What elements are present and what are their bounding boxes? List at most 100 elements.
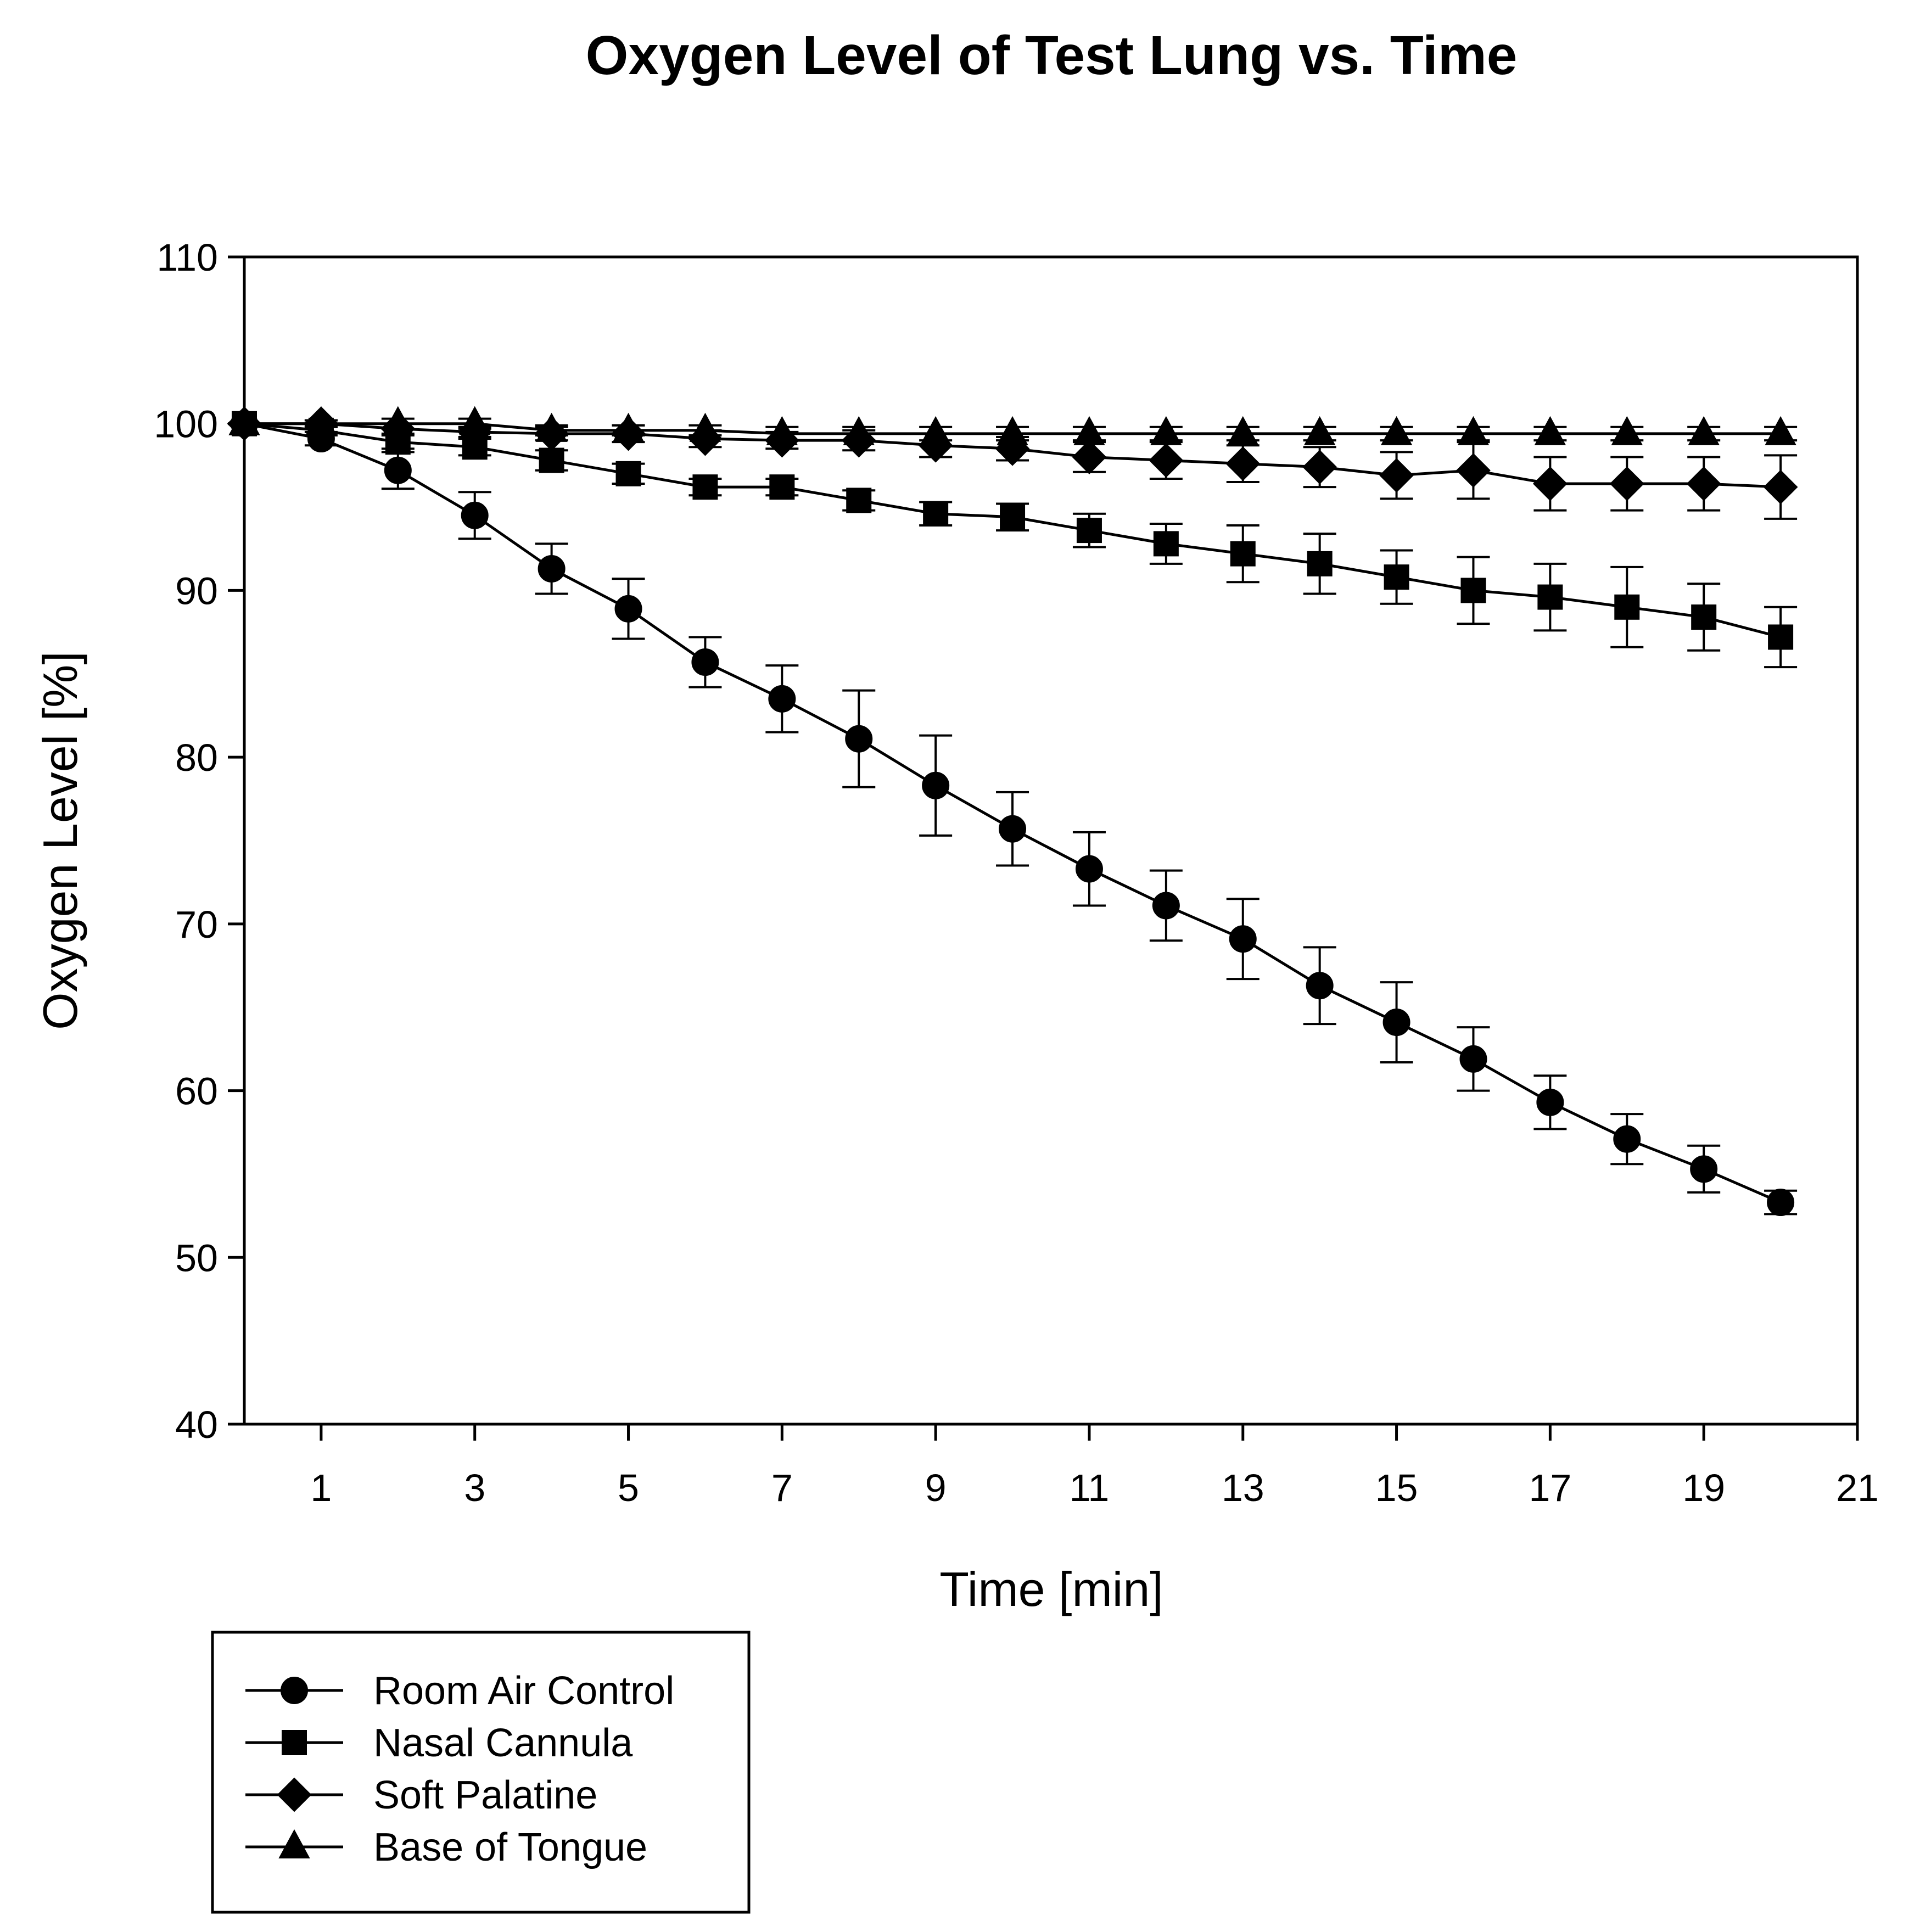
data-point	[231, 410, 258, 438]
data-point	[1457, 416, 1490, 445]
x-tick-label: 5	[618, 1466, 639, 1509]
data-point	[1611, 416, 1643, 445]
legend-marker	[281, 1677, 308, 1704]
plot-border	[243, 255, 1859, 1426]
data-point	[1765, 416, 1796, 445]
legend-item: Base of Tongue	[245, 1825, 647, 1869]
legend-item: Soft Palatine	[245, 1773, 597, 1817]
y-tick-label: 70	[175, 903, 218, 946]
data-point	[384, 456, 412, 484]
legend-label: Nasal Cannula	[373, 1721, 633, 1765]
series-soft-palatine	[227, 406, 1798, 520]
x-tick-label: 1	[310, 1466, 332, 1509]
data-point	[1763, 469, 1798, 505]
series-nasal-cannula	[232, 411, 1798, 669]
data-point	[846, 488, 872, 513]
data-point	[1688, 416, 1720, 445]
y-tick-label: 80	[175, 736, 218, 779]
data-point	[1075, 855, 1103, 883]
data-point	[1227, 416, 1259, 445]
y-tick-label: 50	[175, 1236, 218, 1279]
legend: Room Air Control Nasal Cannula Soft Palati…	[211, 1631, 751, 1914]
data-point	[1000, 504, 1026, 530]
data-point	[614, 595, 642, 623]
data-point	[1230, 541, 1256, 567]
y-tick-label: 90	[175, 569, 218, 612]
y-axis-title: Oxygen Level [%]	[33, 651, 87, 1030]
x-tick-label: 9	[925, 1466, 947, 1509]
data-point	[1456, 453, 1491, 488]
plot-area	[243, 255, 1859, 1426]
data-point	[1382, 1009, 1410, 1037]
data-point	[1302, 450, 1337, 485]
data-point	[922, 771, 950, 799]
data-point	[1229, 925, 1257, 953]
data-point	[845, 725, 873, 753]
data-point	[1536, 1088, 1564, 1116]
legend-marker	[278, 1829, 310, 1858]
data-point	[1459, 1045, 1487, 1073]
data-point	[923, 501, 949, 527]
legend-label: Base of Tongue	[373, 1825, 647, 1869]
data-point	[1767, 1189, 1795, 1217]
data-point	[1613, 1125, 1641, 1153]
data-point	[999, 815, 1027, 843]
legend-marker	[282, 1730, 307, 1755]
data-point	[1307, 551, 1333, 576]
data-point	[539, 447, 564, 473]
data-point	[307, 425, 335, 453]
data-point	[1380, 416, 1413, 445]
data-point	[841, 423, 876, 458]
x-tick-label: 15	[1375, 1466, 1418, 1509]
legend-label: Soft Palatine	[373, 1773, 597, 1817]
x-tick-label: 3	[464, 1466, 485, 1509]
data-point	[461, 501, 489, 529]
data-point	[462, 434, 488, 460]
y-axis: 40 50 60 70 80 90 100 110	[154, 236, 244, 1446]
data-point	[1609, 466, 1644, 501]
data-point	[1614, 594, 1640, 620]
data-point	[1691, 604, 1717, 630]
data-point	[538, 555, 566, 583]
data-point	[534, 416, 569, 451]
data-point	[1149, 443, 1184, 478]
data-point	[1150, 416, 1182, 445]
data-point	[385, 429, 411, 455]
y-tick-label: 40	[175, 1403, 218, 1446]
data-point	[1690, 1155, 1718, 1183]
y-tick-label: 100	[154, 403, 218, 446]
data-point	[1379, 458, 1414, 493]
data-point	[1384, 564, 1409, 590]
data-point	[692, 474, 718, 500]
data-point	[1225, 446, 1261, 481]
data-point	[1153, 531, 1179, 557]
x-axis-title: Time [min]	[939, 1562, 1163, 1616]
data-point	[1152, 892, 1180, 920]
legend-item: Nasal Cannula	[245, 1721, 633, 1765]
data-point	[769, 474, 795, 500]
data-point	[615, 461, 641, 486]
legend-label: Room Air Control	[373, 1669, 674, 1713]
data-point	[611, 416, 646, 451]
x-tick-label: 13	[1222, 1466, 1264, 1509]
chart-title: Oxygen Level of Test Lung vs. Time	[586, 25, 1518, 86]
data-point	[691, 648, 719, 676]
y-tick-label: 110	[156, 236, 218, 279]
series-layer	[227, 406, 1798, 1217]
x-tick-label: 17	[1529, 1466, 1571, 1509]
data-point	[1076, 518, 1102, 544]
data-point	[1072, 440, 1107, 474]
x-tick-label: 7	[771, 1466, 793, 1509]
data-point	[1768, 624, 1794, 650]
data-point	[768, 685, 796, 713]
data-point	[1460, 578, 1486, 603]
series-room-air-control	[231, 410, 1798, 1217]
data-point	[764, 423, 799, 458]
data-point	[995, 431, 1030, 466]
data-point	[1303, 416, 1336, 445]
data-point	[1532, 466, 1568, 501]
legend-box	[211, 1631, 751, 1914]
legend-item: Room Air Control	[245, 1669, 674, 1713]
x-tick-label: 11	[1070, 1466, 1110, 1509]
